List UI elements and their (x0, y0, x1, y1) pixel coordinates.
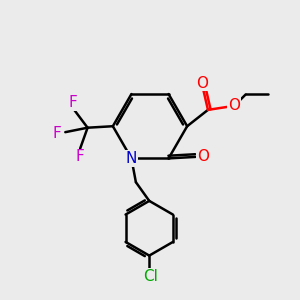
Text: O: O (196, 76, 208, 91)
Text: N: N (126, 151, 137, 166)
Text: F: F (68, 95, 77, 110)
Text: O: O (228, 98, 240, 113)
Text: F: F (76, 149, 85, 164)
Text: O: O (197, 149, 209, 164)
Text: F: F (52, 126, 61, 141)
Text: Cl: Cl (143, 269, 158, 284)
